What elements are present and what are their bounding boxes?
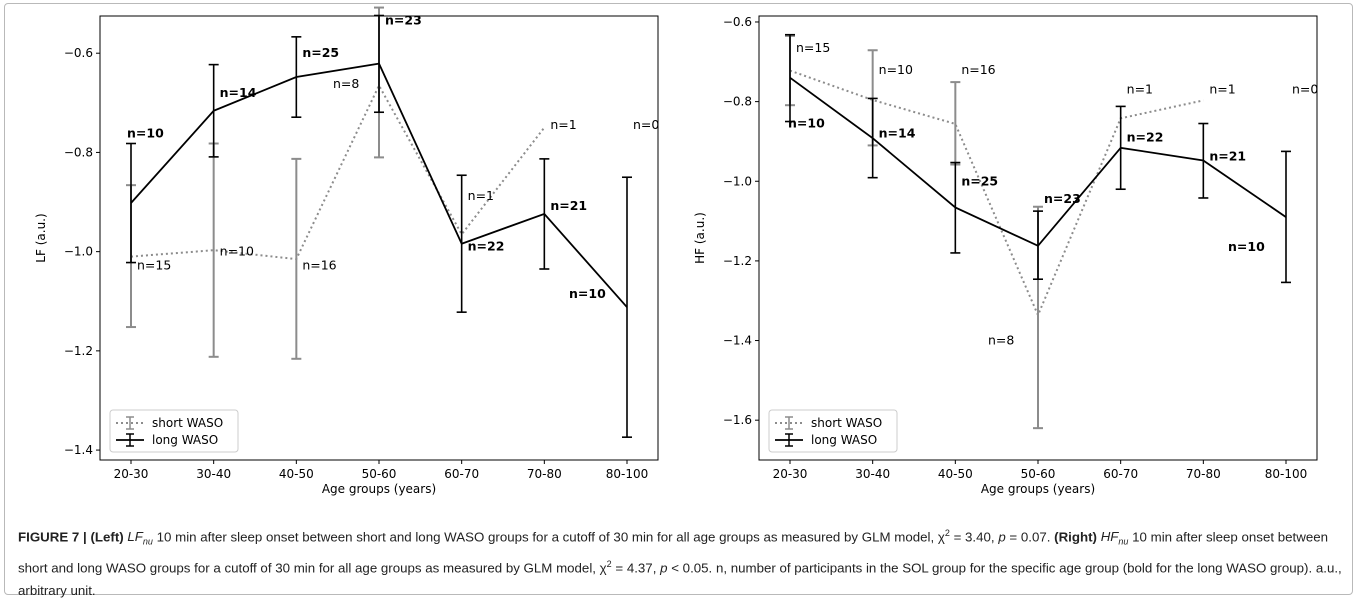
left-chart-lf: 20-30 30-40 40-50 50-60 60-70 70-80 80-100 −1.4… xyxy=(34,6,659,496)
caption-left-sup: 2 xyxy=(944,528,950,538)
figure-label: FIGURE 7 | xyxy=(18,529,87,545)
hf-xtick-label: 20-30 xyxy=(773,467,808,481)
hf-long-waso-n-label: n=22 xyxy=(1127,129,1164,144)
right-chart-hf: 20-30 30-40 40-50 50-60 60-70 70-80 80-100 −1.6… xyxy=(693,15,1318,496)
caption-right-label: (Right) xyxy=(1054,529,1097,545)
lf-short-waso-n-label: n=10 xyxy=(220,244,254,259)
lf-xtick-label: 70-80 xyxy=(527,467,562,481)
caption-hf-variable: HFnu xyxy=(1100,529,1129,548)
hf-long-waso-n-label: n=25 xyxy=(961,173,998,188)
hf-short-waso-n-label: n=16 xyxy=(961,62,995,77)
figure-caption: FIGURE 7 | (Left) LFnu 10 min after slee… xyxy=(18,522,1343,602)
caption-p-right: p xyxy=(660,560,668,576)
lf-short-waso-n-label: n=16 xyxy=(302,258,336,273)
lf-long-waso-n-label: n=22 xyxy=(468,239,505,254)
lf-ytick-label: −1.4 xyxy=(64,443,93,457)
lf-short-waso-n-label: n=1 xyxy=(468,188,494,203)
lf-legend-short-waso-label: short WASO xyxy=(152,416,223,430)
hf-short-waso-n-label: n=1 xyxy=(1209,82,1235,97)
hf-long-waso-n-label: n=23 xyxy=(1044,191,1081,206)
hf-long-waso-n-label: n=14 xyxy=(879,125,916,140)
caption-left-p: = 0.07. xyxy=(1005,529,1055,545)
lf-ytick-label: −0.8 xyxy=(64,145,93,159)
lf-ytick-label: −1.2 xyxy=(64,344,93,358)
lf-yaxis-label: LF (a.u.) xyxy=(34,213,48,262)
hf-short-waso-n-label: n=10 xyxy=(879,62,913,77)
hf-ytick-label: −0.8 xyxy=(723,95,752,109)
hf-short-waso-line xyxy=(789,69,1204,318)
lf-long-waso-n-label: n=10 xyxy=(569,286,606,301)
charts-canvas: 20-30 30-40 40-50 50-60 60-70 70-80 80-100 −1.4… xyxy=(34,6,1318,496)
hf-ytick-label: −1.2 xyxy=(723,254,752,268)
lf-xtick-label: 50-60 xyxy=(362,467,397,481)
caption-left-eq: = 3.40, xyxy=(949,529,999,545)
lf-long-waso-n-label: n=10 xyxy=(127,126,164,141)
hf-short-waso-n-label: n=0 xyxy=(1292,82,1318,97)
hf-legend-long-waso-label: long WASO xyxy=(811,433,877,447)
lf-long-waso-n-label: n=14 xyxy=(220,85,257,100)
lf-long-waso-n-label: n=21 xyxy=(550,198,587,213)
hf-short-waso-n-label: n=15 xyxy=(796,40,830,55)
hf-xtick-label: 70-80 xyxy=(1186,467,1221,481)
caption-right-eq: = 4.37, xyxy=(611,560,661,576)
caption-right-p: < 0.05. n, number of participants in the… xyxy=(18,560,1342,598)
hf-xtick-label: 40-50 xyxy=(938,467,973,481)
caption-lf-variable: LFnu xyxy=(127,529,153,548)
lf-xtick-label: 40-50 xyxy=(279,467,314,481)
lf-xtick-label: 20-30 xyxy=(114,467,149,481)
lf-xtick-label: 80-100 xyxy=(606,467,649,481)
caption-right-sup: 2 xyxy=(606,559,612,570)
lf-xtick-label: 60-70 xyxy=(444,467,479,481)
hf-long-waso-n-label: n=21 xyxy=(1209,149,1246,164)
hf-legend-short-waso-label: short WASO xyxy=(811,416,882,430)
lf-short-waso-n-label: n=1 xyxy=(550,117,576,132)
hf-xtick-label: 50-60 xyxy=(1021,467,1056,481)
hf-xtick-label: 60-70 xyxy=(1103,467,1138,481)
lf-short-waso-n-label: n=8 xyxy=(333,76,359,91)
lf-xaxis-label: Age groups (years) xyxy=(322,482,436,496)
caption-left-text: 10 min after sleep onset between short a… xyxy=(152,529,945,545)
caption-left-label: (Left) xyxy=(90,529,124,545)
lf-ytick-label: −0.6 xyxy=(64,46,93,60)
hf-ytick-label: −1.4 xyxy=(723,334,752,348)
lf-short-waso-n-label: n=0 xyxy=(633,117,659,132)
hf-ytick-label: −0.6 xyxy=(723,15,752,29)
lf-xtick-label: 30-40 xyxy=(196,467,231,481)
hf-xtick-label: 30-40 xyxy=(855,467,890,481)
caption-p-left: p xyxy=(998,529,1006,545)
hf-long-waso-n-label: n=10 xyxy=(1228,239,1265,254)
hf-xaxis-label: Age groups (years) xyxy=(981,482,1095,496)
lf-short-waso-n-label: n=15 xyxy=(137,258,171,273)
lf-legend-box xyxy=(109,409,239,453)
hf-yaxis-label: HF (a.u.) xyxy=(693,212,707,264)
lf-long-waso-n-label: n=23 xyxy=(385,12,422,27)
lf-ytick-label: −1.0 xyxy=(64,245,93,259)
hf-short-waso-n-label: n=8 xyxy=(988,333,1014,348)
hf-legend-box xyxy=(768,409,898,453)
lf-legend-long-waso-label: long WASO xyxy=(152,433,218,447)
hf-long-waso-n-label: n=10 xyxy=(788,116,825,131)
hf-ytick-label: −1.0 xyxy=(723,174,752,188)
lf-long-waso-n-label: n=25 xyxy=(302,45,339,60)
hf-xtick-label: 80-100 xyxy=(1265,467,1308,481)
hf-short-waso-n-label: n=1 xyxy=(1127,82,1153,97)
caption-right-text: 10 min after sleep onset between short a… xyxy=(18,529,1329,576)
hf-ytick-label: −1.6 xyxy=(723,413,752,427)
figure-frame xyxy=(4,3,1353,595)
lf-short-waso-line xyxy=(130,83,546,261)
